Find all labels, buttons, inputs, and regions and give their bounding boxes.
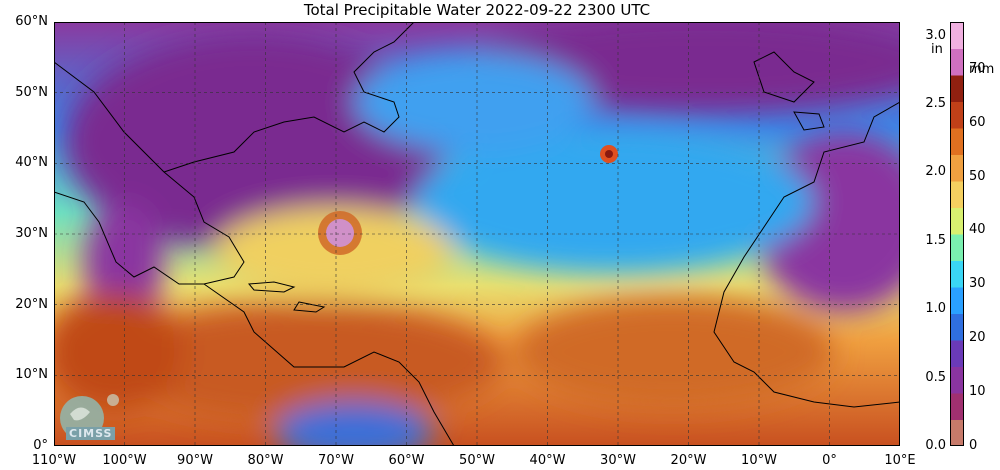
colorbar-segment xyxy=(950,181,964,208)
lon-tick-label: 70°W xyxy=(318,453,354,468)
colorbar-segment xyxy=(950,234,964,261)
colorbar-in-tick: 3.0 xyxy=(925,27,946,43)
colorbar-in-tick: 1.0 xyxy=(925,301,946,317)
lon-tick-label: 10°E xyxy=(884,453,916,468)
colorbar-in-tick: 2.5 xyxy=(925,96,946,112)
blue-amazon xyxy=(274,402,434,446)
lon-tick-label: 80°W xyxy=(247,453,284,468)
moist-itcz-east xyxy=(514,297,834,407)
lat-tick-label: 50°N xyxy=(15,84,48,100)
blue-band-mid xyxy=(414,132,814,272)
lat-tick-label: 20°N xyxy=(15,296,48,312)
colorbar-mm-tick: 50 xyxy=(969,168,986,184)
colorbar-segment xyxy=(950,260,964,288)
colorbar-segment xyxy=(950,340,964,367)
colorbar-mm-tick: 0 xyxy=(969,438,978,453)
map-frame xyxy=(54,22,900,446)
colorbar-mm-tick: 70 xyxy=(969,60,986,76)
lat-tick-label: 30°N xyxy=(15,226,48,241)
colorbar-segment xyxy=(950,154,964,182)
coastlines xyxy=(54,22,900,446)
blue-band-west xyxy=(354,52,594,152)
moist-itcz-west xyxy=(104,302,504,422)
colorbar-mm-tick: 60 xyxy=(969,114,986,130)
moist-pacific xyxy=(54,292,184,412)
colorbar-in-tick: 0.0 xyxy=(925,438,946,453)
lon-tick-label: 100°W xyxy=(102,453,147,468)
colorbar-segment xyxy=(950,207,964,235)
lat-tick-label: 60°N xyxy=(15,14,48,29)
lat-tick-label: 10°N xyxy=(15,367,48,383)
lon-tick-label: 0° xyxy=(822,453,837,468)
dry-mexico xyxy=(84,202,164,322)
tpw-map xyxy=(54,22,900,446)
colorbar-segment xyxy=(950,48,964,76)
hurricane-fiona xyxy=(318,211,362,255)
colorbar-segment xyxy=(950,101,964,129)
lon-tick-label: 50°W xyxy=(459,453,495,468)
colorbar-mm-tick: 30 xyxy=(969,276,986,292)
lon-tick-label: 20°W xyxy=(670,453,707,468)
colorbar-mm-tick: 10 xyxy=(969,384,986,400)
colorbar-unit-mm: mm xyxy=(969,62,995,77)
colorbar-mm-tick: 20 xyxy=(969,330,986,346)
colorbar-segment xyxy=(950,75,964,102)
dry-north-america xyxy=(64,32,444,252)
lon-tick-label: 110°W xyxy=(31,453,77,468)
storm-gaston xyxy=(600,145,618,163)
lat-tick-label: 0° xyxy=(33,438,48,453)
colorbar-in-tick: 0.5 xyxy=(925,369,946,385)
colorbar-in-tick: 2.0 xyxy=(925,164,946,180)
cimss-logo-text: CIMSS xyxy=(66,427,116,440)
colorbar-mm-tick: 40 xyxy=(969,222,986,238)
chart-title: Total Precipitable Water 2022-09-22 2300… xyxy=(303,1,651,19)
colorbar xyxy=(950,22,964,446)
gridlines xyxy=(54,22,900,446)
colorbar-segment xyxy=(950,128,964,155)
lon-tick-label: 90°W xyxy=(177,453,213,468)
colorbar-segment xyxy=(950,393,964,420)
colorbar-segment xyxy=(950,313,964,341)
colorbar-in-tick: 1.5 xyxy=(925,232,946,248)
colorbar-segment xyxy=(950,366,964,394)
lat-tick-label: 40°N xyxy=(15,155,48,171)
colorbar-frame xyxy=(950,22,964,446)
colorbar-segment xyxy=(950,22,964,49)
lon-tick-label: 30°W xyxy=(600,453,636,468)
colorbar-unit-in: in xyxy=(931,42,943,57)
lon-tick-label: 40°W xyxy=(529,453,566,468)
cimss-logo: CIMSS xyxy=(56,392,126,448)
colorbar-segment xyxy=(950,419,964,446)
lon-tick-label: 60°W xyxy=(388,453,425,468)
colorbar-segment xyxy=(950,287,964,314)
lon-tick-label: 10°W xyxy=(741,453,777,468)
